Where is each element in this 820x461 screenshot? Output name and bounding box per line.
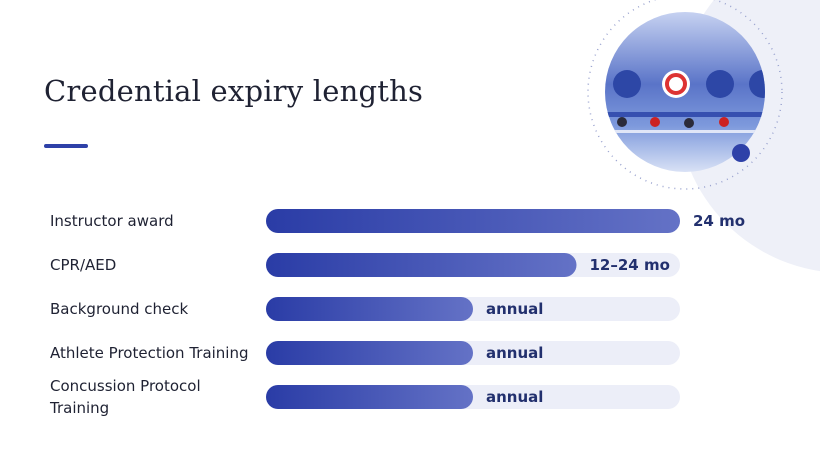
- value-label: annual: [486, 344, 544, 362]
- category-label: Concussion Protocol Training: [50, 377, 201, 417]
- bar: [266, 341, 473, 365]
- value-label: annual: [486, 300, 544, 318]
- category-label: Background check: [50, 300, 189, 318]
- bar: [266, 385, 473, 409]
- category-label: Instructor award: [50, 212, 174, 230]
- category-label: CPR/AED: [50, 256, 117, 274]
- bar: [266, 297, 473, 321]
- category-label: Athlete Protection Training: [50, 344, 249, 362]
- chart-title: Credential expiry lengths: [44, 74, 424, 108]
- value-label: 12–24 mo: [589, 256, 670, 274]
- decor-dot: [732, 144, 750, 162]
- dotted-ring: [587, 0, 783, 190]
- value-label: annual: [486, 388, 544, 406]
- bar: [266, 209, 680, 233]
- value-label: 24 mo: [693, 212, 746, 230]
- pool-photo: [605, 12, 765, 172]
- bar: [266, 253, 577, 277]
- title-rule: [44, 144, 88, 148]
